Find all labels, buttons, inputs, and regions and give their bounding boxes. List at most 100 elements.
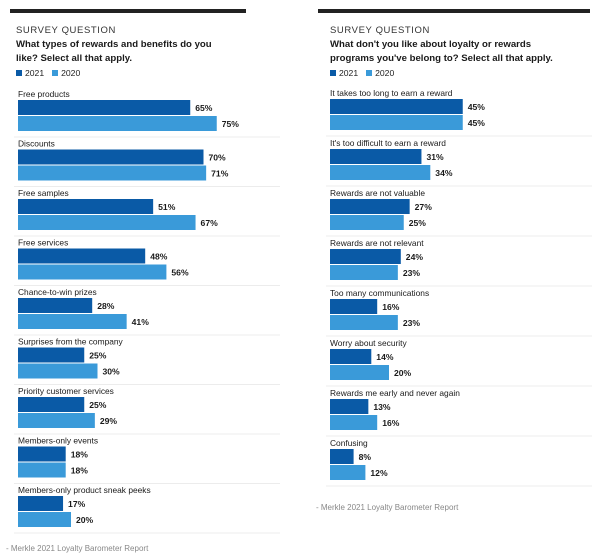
value-label-2021-worry-about-security: 14% xyxy=(376,352,394,362)
bar-2020-discounts xyxy=(18,165,207,181)
value-label-2020-free-samples: 67% xyxy=(201,218,219,228)
category-label-it-s-too-difficult-to-earn-a-reward: It's too difficult to earn a reward xyxy=(330,138,446,148)
value-label-2020-members-only-product-sneak-peeks: 20% xyxy=(76,515,94,525)
bar-2021-chance-to-win-prizes xyxy=(18,298,93,313)
bar-2020-rewards-are-not-valuable xyxy=(330,215,404,230)
legend: 2021 2020 xyxy=(330,68,402,78)
value-label-2021-members-only-events: 18% xyxy=(71,450,89,460)
legend-swatch-2021 xyxy=(330,70,336,76)
value-label-2021-rewards-are-not-valuable: 27% xyxy=(415,202,433,212)
value-label-2020-rewards-are-not-valuable: 25% xyxy=(409,218,427,228)
category-label-members-only-product-sneak-peeks: Members-only product sneak peeks xyxy=(18,485,151,495)
chart-title: What types of rewards and benefits do yo… xyxy=(16,39,212,64)
bar-2021-worry-about-security xyxy=(330,349,372,364)
legend-swatch-2020 xyxy=(366,70,373,76)
value-label-2020-worry-about-security: 20% xyxy=(394,368,412,378)
bar-2020-rewards-are-not-relevant xyxy=(330,265,398,280)
category-label-rewards-me-early-and-never-again: Rewards me early and never again xyxy=(330,388,460,398)
category-label-chance-to-win-prizes: Chance-to-win prizes xyxy=(18,287,97,297)
left-chart-panel: SURVEY QUESTION What types of rewards an… xyxy=(0,0,290,559)
value-label-2021-it-s-too-difficult-to-earn-a-reward: 31% xyxy=(426,152,444,162)
bar-2020-too-many-communications xyxy=(330,315,398,330)
bar-2021-free-services xyxy=(18,248,146,264)
bar-2020-free-samples xyxy=(18,215,196,230)
legend-item-2020: 2020 xyxy=(366,68,394,78)
value-label-2020-it-takes-too-long-to-earn-a-reward: 45% xyxy=(468,118,486,128)
legend-label-2021: 2021 xyxy=(25,68,45,78)
category-label-priority-customer-services: Priority customer services xyxy=(18,386,114,396)
bar-2020-rewards-me-early-and-never-again xyxy=(330,415,378,430)
bar-2021-free-samples xyxy=(18,199,154,214)
value-label-2021-priority-customer-services: 25% xyxy=(89,400,107,410)
legend: 2021 2020 xyxy=(16,68,88,78)
legend-swatch-2021 xyxy=(16,70,22,76)
bar-2021-rewards-are-not-relevant xyxy=(330,249,401,264)
bar-2020-members-only-events xyxy=(18,462,66,478)
bar-2020-priority-customer-services xyxy=(18,413,95,428)
right-chart-panel: SURVEY QUESTION What don't you like abou… xyxy=(310,0,600,559)
bar-2020-surprises-from-the-company xyxy=(18,363,98,379)
bar-2021-rewards-are-not-valuable xyxy=(330,199,410,214)
top-rule xyxy=(318,9,590,13)
category-label-rewards-are-not-valuable: Rewards are not valuable xyxy=(330,188,425,198)
bar-2021-members-only-events xyxy=(18,446,66,462)
value-label-2021-surprises-from-the-company: 25% xyxy=(89,351,107,361)
value-label-2020-free-services: 56% xyxy=(171,268,189,278)
category-label-surprises-from-the-company: Surprises from the company xyxy=(18,337,124,347)
legend-item-2021: 2021 xyxy=(16,68,44,78)
bar-2020-free-products xyxy=(18,116,217,131)
top-rule xyxy=(10,9,246,13)
value-label-2020-rewards-are-not-relevant: 23% xyxy=(403,268,421,278)
source-note: - Merkle 2021 Loyalty Barometer Report xyxy=(316,503,459,512)
chart-title: What don't you like about loyalty or rew… xyxy=(330,39,553,64)
bar-2021-confusing xyxy=(330,449,354,464)
bar-chart-left: Free products 65% 75% Discounts 70% 71% Free s… xyxy=(14,89,280,534)
value-label-2020-confusing: 12% xyxy=(370,468,388,478)
category-label-free-products: Free products xyxy=(18,89,70,99)
legend-label-2021: 2021 xyxy=(339,68,359,78)
bar-2021-priority-customer-services xyxy=(18,397,85,412)
bar-2021-it-takes-too-long-to-earn-a-reward xyxy=(330,99,463,114)
bar-chart-right: It takes too long to earn a reward 45% 45%… xyxy=(326,88,592,487)
value-label-2021-free-products: 65% xyxy=(195,103,213,113)
category-label-confusing: Confusing xyxy=(330,438,368,448)
bar-2021-free-products xyxy=(18,100,191,115)
bar-2020-chance-to-win-prizes xyxy=(18,314,127,329)
legend-label-2020: 2020 xyxy=(61,68,81,78)
bar-2020-members-only-product-sneak-peeks xyxy=(18,512,71,527)
value-label-2021-it-takes-too-long-to-earn-a-reward: 45% xyxy=(468,102,486,112)
bar-2020-it-takes-too-long-to-earn-a-reward xyxy=(330,115,463,130)
category-label-it-takes-too-long-to-earn-a-reward: It takes too long to earn a reward xyxy=(330,88,453,98)
bar-2021-too-many-communications xyxy=(330,299,378,314)
survey-label: SURVEY QUESTION xyxy=(16,25,116,36)
value-label-2021-discounts: 70% xyxy=(209,153,227,163)
bar-2021-members-only-product-sneak-peeks xyxy=(18,496,64,511)
value-label-2021-free-services: 48% xyxy=(150,252,168,262)
value-label-2020-priority-customer-services: 29% xyxy=(100,416,118,426)
bar-2020-it-s-too-difficult-to-earn-a-reward xyxy=(330,165,431,180)
value-label-2021-too-many-communications: 16% xyxy=(382,302,400,312)
value-label-2021-free-samples: 51% xyxy=(158,202,176,212)
category-label-worry-about-security: Worry about security xyxy=(330,338,407,348)
bar-2021-discounts xyxy=(18,149,204,165)
value-label-2020-surprises-from-the-company: 30% xyxy=(103,367,121,377)
legend-label-2020: 2020 xyxy=(375,68,395,78)
bar-2020-worry-about-security xyxy=(330,365,389,380)
value-label-2021-rewards-are-not-relevant: 24% xyxy=(406,252,424,262)
category-label-members-only-events: Members-only events xyxy=(18,436,98,446)
value-label-2021-chance-to-win-prizes: 28% xyxy=(97,301,115,311)
value-label-2020-it-s-too-difficult-to-earn-a-reward: 34% xyxy=(435,168,453,178)
category-label-free-services: Free services xyxy=(18,238,68,248)
value-label-2020-too-many-communications: 23% xyxy=(403,318,421,328)
value-label-2020-chance-to-win-prizes: 41% xyxy=(132,317,150,327)
bar-2020-free-services xyxy=(18,264,167,280)
category-label-rewards-are-not-relevant: Rewards are not relevant xyxy=(330,238,424,248)
value-label-2021-confusing: 8% xyxy=(359,452,372,462)
source-note: - Merkle 2021 Loyalty Barometer Report xyxy=(6,544,149,553)
category-label-discounts: Discounts xyxy=(18,139,55,149)
category-label-free-samples: Free samples xyxy=(18,188,69,198)
value-label-2020-free-products: 75% xyxy=(222,119,240,129)
value-label-2021-rewards-me-early-and-never-again: 13% xyxy=(373,402,391,412)
legend-item-2021: 2021 xyxy=(330,68,358,78)
value-label-2020-discounts: 71% xyxy=(211,169,229,179)
